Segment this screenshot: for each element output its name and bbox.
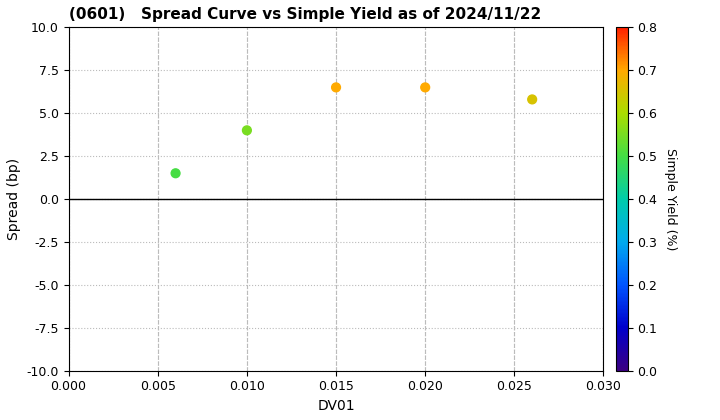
Point bbox=[241, 127, 253, 134]
Point bbox=[170, 170, 181, 177]
Point bbox=[330, 84, 342, 91]
Y-axis label: Spread (bp): Spread (bp) bbox=[7, 158, 21, 240]
Y-axis label: Simple Yield (%): Simple Yield (%) bbox=[664, 148, 677, 250]
Point bbox=[526, 96, 538, 103]
Point bbox=[420, 84, 431, 91]
Text: (0601)   Spread Curve vs Simple Yield as of 2024/11/22: (0601) Spread Curve vs Simple Yield as o… bbox=[68, 7, 541, 22]
X-axis label: DV01: DV01 bbox=[318, 399, 355, 413]
